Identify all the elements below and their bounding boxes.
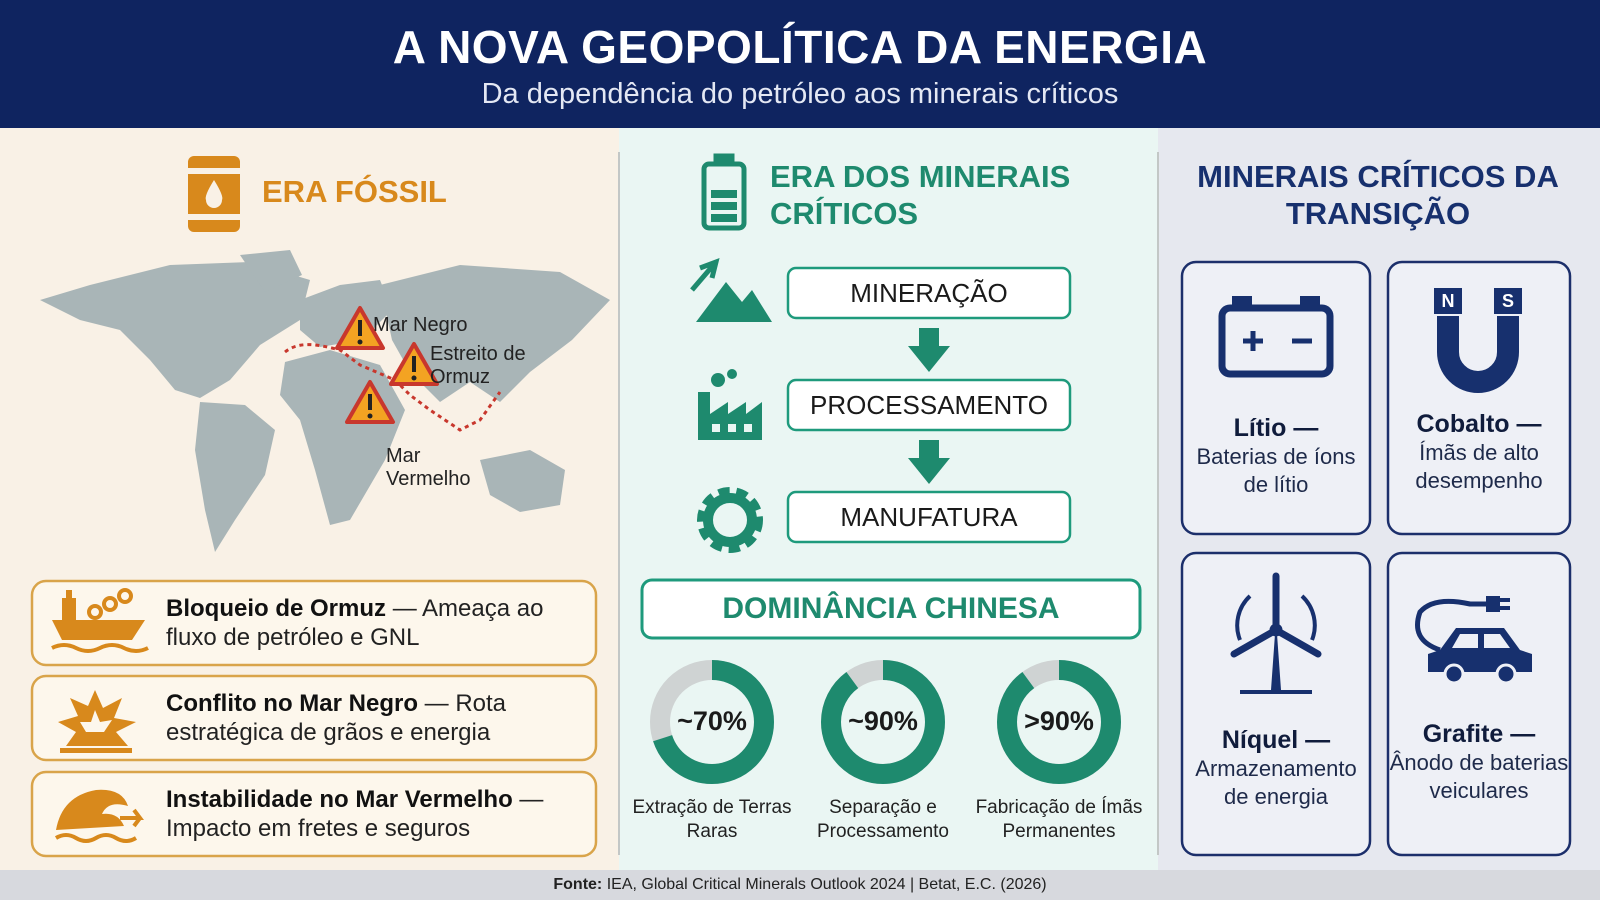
explosion-icon (58, 690, 136, 753)
footer-text: IEA, Global Critical Minerals Outlook 20… (606, 876, 1047, 893)
section-title: ERA DOS MINERAIS CRÍTICOS (770, 159, 1071, 231)
mineral-item: Lítio — Baterias de íons de lítio (1185, 414, 1367, 499)
mineral-use: Ânodo de baterias veiculares (1389, 750, 1569, 803)
step-arrows (908, 328, 950, 484)
donut-arc (650, 660, 774, 784)
step-label: MANUFATURA (840, 502, 1018, 532)
risk-title: Instabilidade no Mar Vermelho (166, 786, 513, 813)
mineral-name: Níquel — (1221, 726, 1331, 754)
donut-caption: Separação e Processamento (816, 797, 949, 842)
mineral-use: Ímãs de alto desempenho (1415, 440, 1543, 493)
section-title: ERA FÓSSIL (262, 174, 447, 209)
donut-caption: Extração de Terras Raras (632, 797, 792, 842)
mineral-item: Níquel — Armazenamento de energia (1185, 726, 1367, 811)
mineral-cards (1180, 260, 1572, 857)
donut-arc (821, 660, 945, 784)
section-title: MINERAIS CRÍTICOS DA TRANSIÇÃO (1197, 159, 1559, 231)
ship-icon (51, 588, 149, 653)
svg-text:S: S (1502, 291, 1514, 311)
risk-card-text: Bloqueio de Ormuz — Ameaça ao fluxo de p… (166, 594, 586, 652)
dominance-title: DOMINÂNCIA CHINESA (722, 592, 1060, 625)
donut-caption: Fabricação de Ímãs Permanentes (975, 797, 1143, 842)
battery-icon (701, 153, 747, 231)
footer: Fonte: IEA, Global Critical Minerals Out… (0, 876, 1600, 894)
gear-icon (697, 487, 763, 553)
svg-text:N: N (1442, 291, 1455, 311)
risk-text: — Rota estratégica de grãos e energia (166, 690, 507, 746)
step-boxes (786, 266, 1072, 544)
warning-icons (335, 306, 439, 424)
risk-title: Conflito no Mar Negro (166, 690, 418, 717)
donut-label: ~70% (677, 706, 747, 736)
step-label: MINERAÇÃO (850, 278, 1008, 308)
map-label: Mar Vermelho (386, 445, 471, 490)
mining-icon (690, 257, 772, 322)
footer-label: Fonte: (553, 876, 603, 893)
header-band (0, 0, 1600, 128)
magnet-icon: N S (1434, 288, 1522, 393)
dominance-box (640, 578, 1142, 640)
mineral-item: Grafite — Ânodo de baterias veiculares (1388, 720, 1570, 805)
mineral-name: Lítio — (1233, 414, 1319, 442)
donut-arc (997, 660, 1121, 784)
mineral-use: Armazenamento de energia (1195, 756, 1357, 809)
subtitle: Da dependência do petróleo aos minerais … (481, 78, 1119, 110)
mineral-name: Grafite — (1422, 720, 1536, 748)
mineral-item: Cobalto — Ímãs de alto desempenho (1388, 410, 1570, 495)
title: A NOVA GEOPOLÍTICA DA ENERGIA (392, 21, 1208, 73)
world-map (40, 250, 610, 552)
footer-band (0, 870, 1600, 900)
risk-title: Bloqueio de Ormuz (166, 595, 387, 622)
risk-text: — Ameaça ao fluxo de petróleo e GNL (166, 595, 544, 651)
ev-car-icon (1415, 596, 1532, 685)
risk-card-text: Conflito no Mar Negro — Rota estratégica… (166, 689, 586, 747)
wave-icon (54, 789, 144, 843)
risk-text: — Impacto em fretes e seguros (166, 786, 544, 842)
map-label: Estreito de Ormuz (430, 343, 526, 388)
donut-label: ~90% (848, 706, 918, 736)
battery-pack-icon (1218, 296, 1334, 378)
step-label: PROCESSAMENTO (810, 390, 1048, 420)
mineral-name: Cobalto — (1416, 410, 1542, 438)
donut-charts (650, 660, 1121, 784)
map-label: Mar Negro (373, 314, 468, 336)
barrel-icon (184, 156, 244, 232)
donut-label: >90% (1024, 706, 1094, 736)
risk-card-text: Instabilidade no Mar Vermelho — Impacto … (166, 785, 586, 843)
factory-icon (698, 369, 762, 440)
mineral-use: Baterias de íons de lítio (1196, 444, 1356, 497)
risk-cards (30, 579, 598, 858)
wind-turbine-icon (1230, 572, 1322, 694)
